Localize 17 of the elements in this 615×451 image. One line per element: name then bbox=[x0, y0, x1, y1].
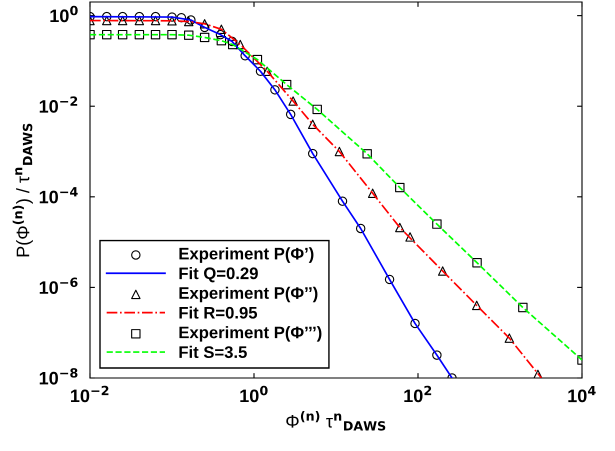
y-tick-label: 10$^{−6}$ bbox=[40, 278, 78, 294]
x-tick-label: 10$^{4}$ bbox=[568, 386, 596, 402]
y-tick-label: 10$^{−2}$ bbox=[40, 96, 78, 113]
y-tick-label: 10$^{−4}$ bbox=[40, 187, 78, 204]
legend-label: Experiment P(Φ’) bbox=[179, 247, 314, 263]
x-axis-title: Φ$^{(n)}$ τ$^{n}$$_{DAWS}$ bbox=[286, 411, 386, 431]
legend-label: Fit R=0.95 bbox=[179, 306, 258, 319]
x-tick-label: 10$^{2}$ bbox=[404, 386, 432, 402]
y-tick-label: 10$^{−8}$ bbox=[40, 368, 78, 385]
legend-label: Experiment P(Φ’’’) bbox=[179, 326, 322, 342]
x-tick-label: 10$^{0}$ bbox=[240, 386, 268, 402]
y-axis-title: P(Φ$^{(n)}$) / τ$^{n}$$_{DAWS}$ bbox=[12, 124, 33, 256]
y-tick-label: 10$^{0}$ bbox=[50, 6, 78, 22]
legend-label: Fit S=3.5 bbox=[179, 346, 247, 358]
legend-label: Experiment P(Φ’’) bbox=[179, 286, 318, 302]
legend-label: Fit Q=0.29 bbox=[179, 266, 258, 282]
x-tick-label: 10$^{−2}$ bbox=[71, 386, 108, 402]
